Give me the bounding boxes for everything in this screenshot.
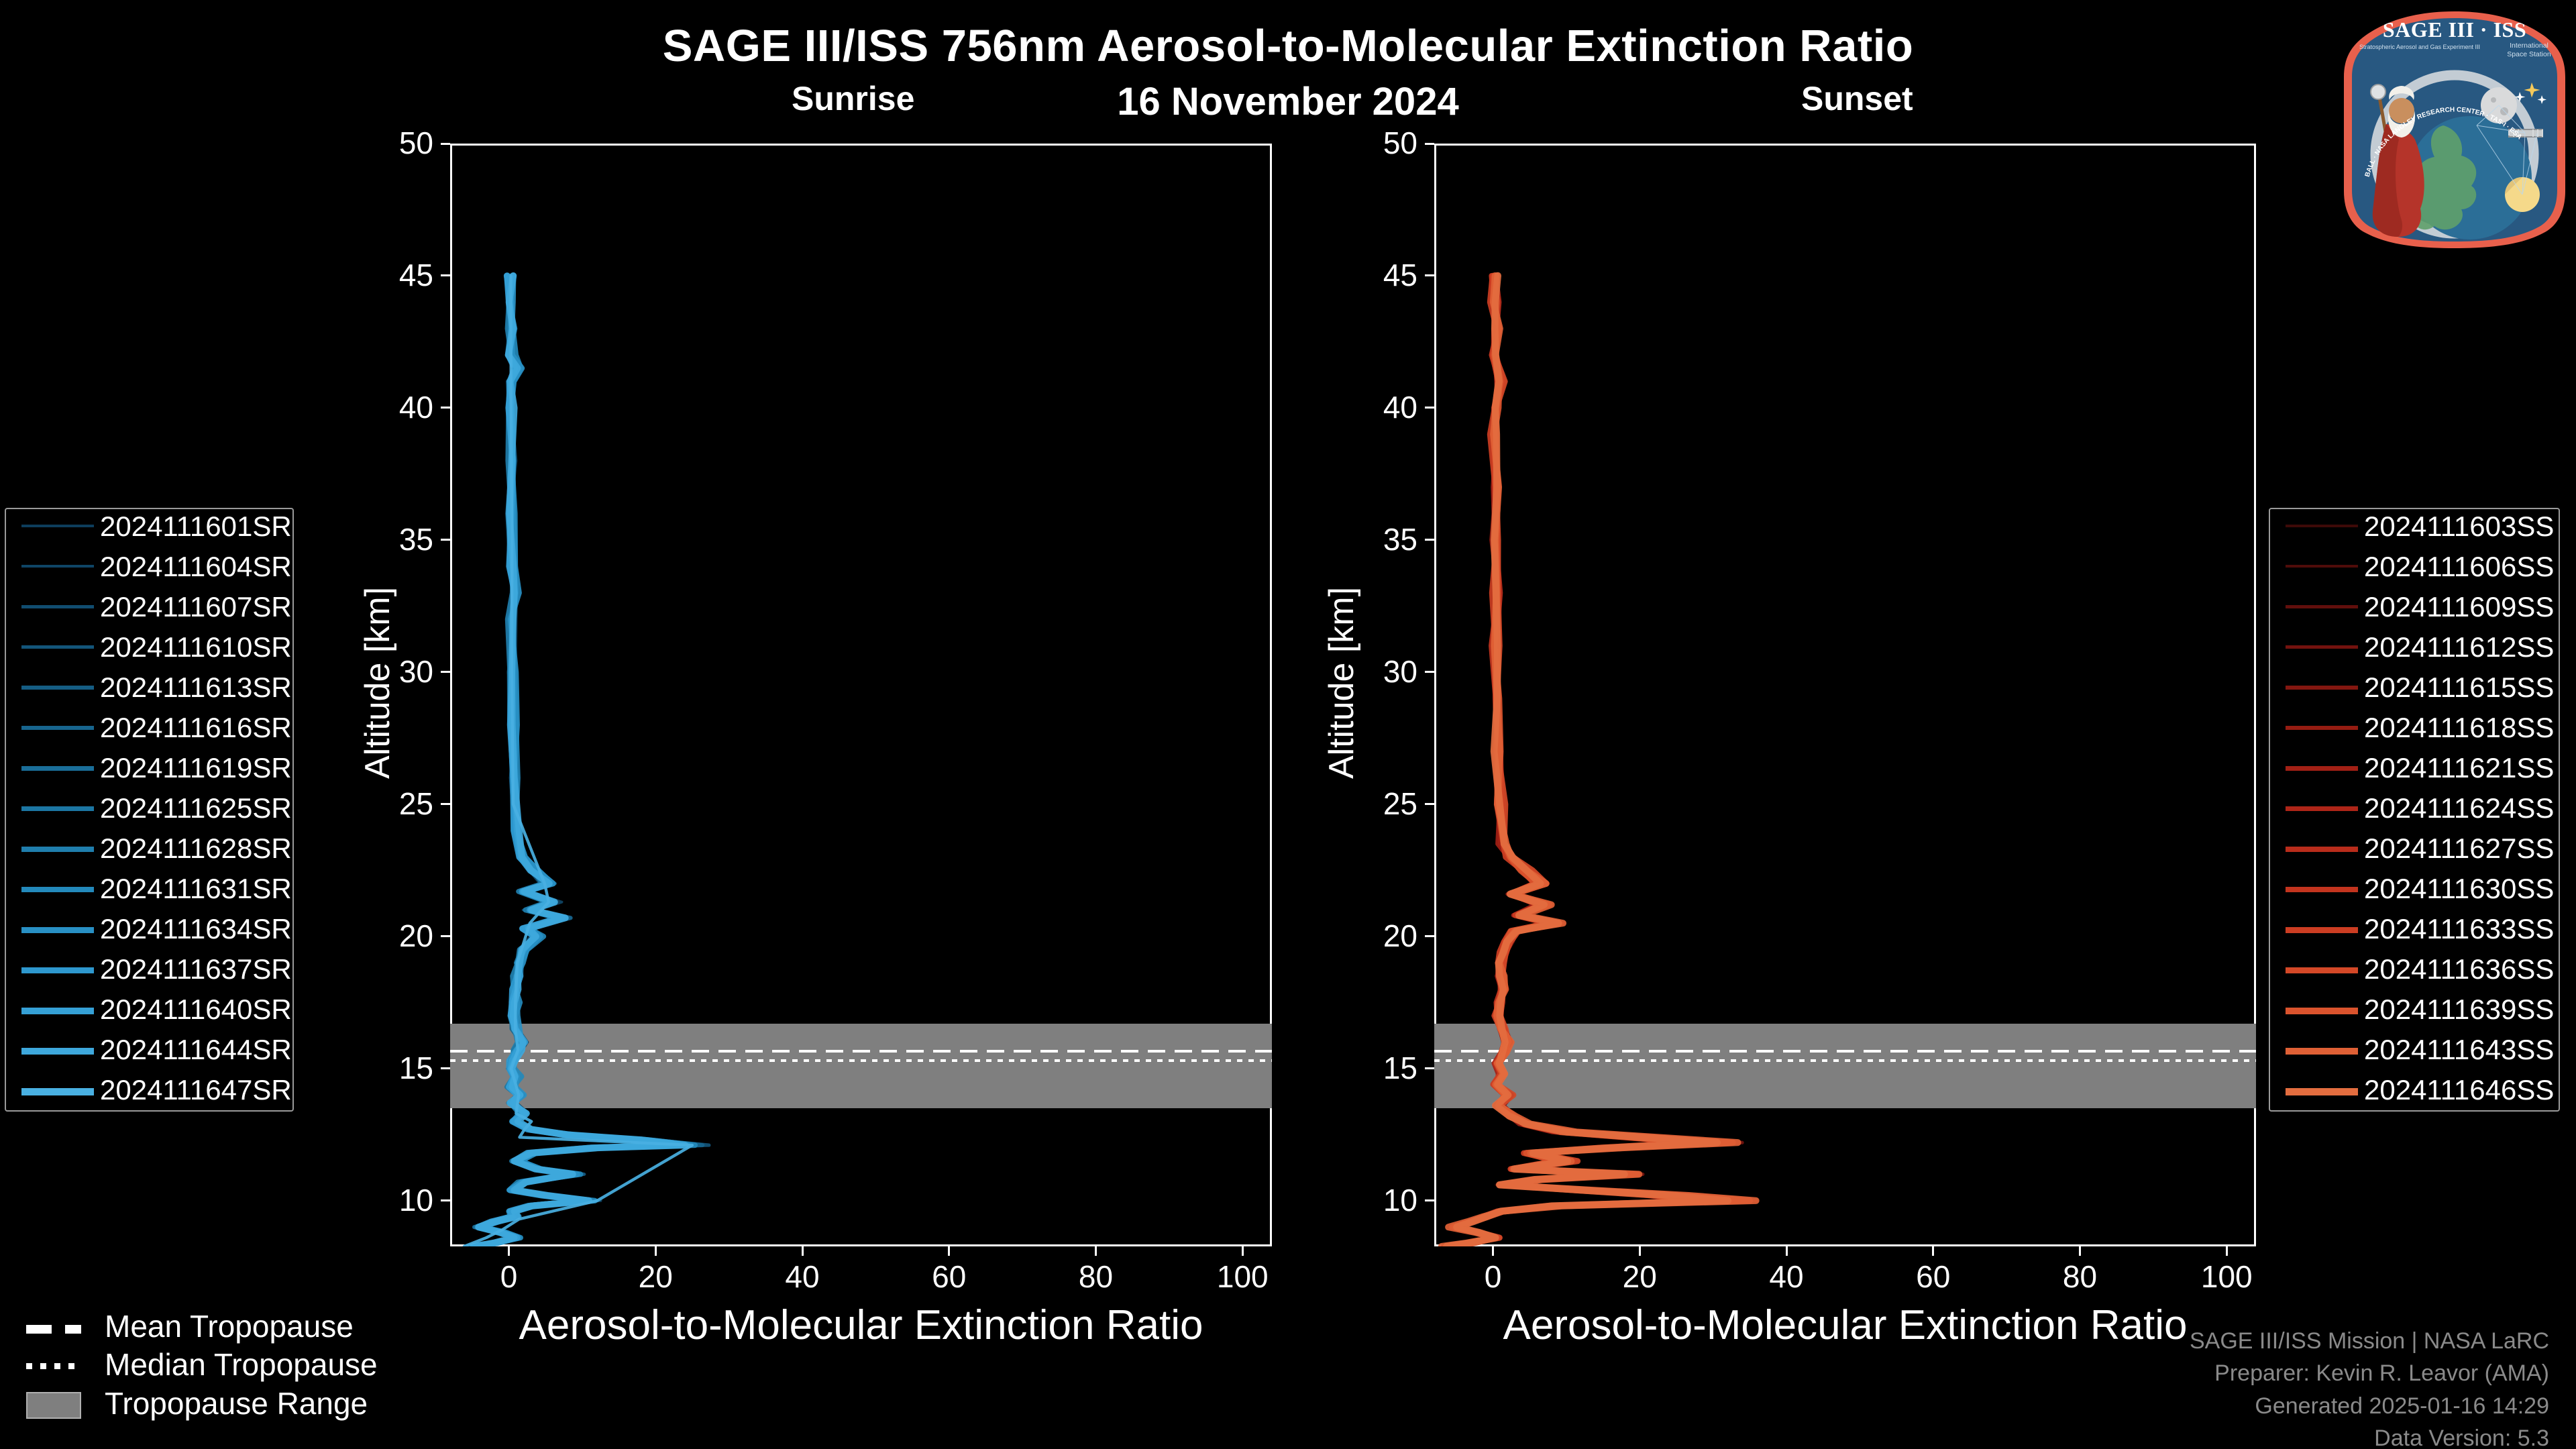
svg-text:SAGE III · ISS: SAGE III · ISS <box>2383 17 2526 42</box>
svg-text:Stratospheric Aerosol and Gas: Stratospheric Aerosol and Gas Experiment… <box>2359 44 2480 50</box>
svg-text:Space Station: Space Station <box>2507 50 2551 58</box>
svg-text:International: International <box>2510 42 2548 50</box>
